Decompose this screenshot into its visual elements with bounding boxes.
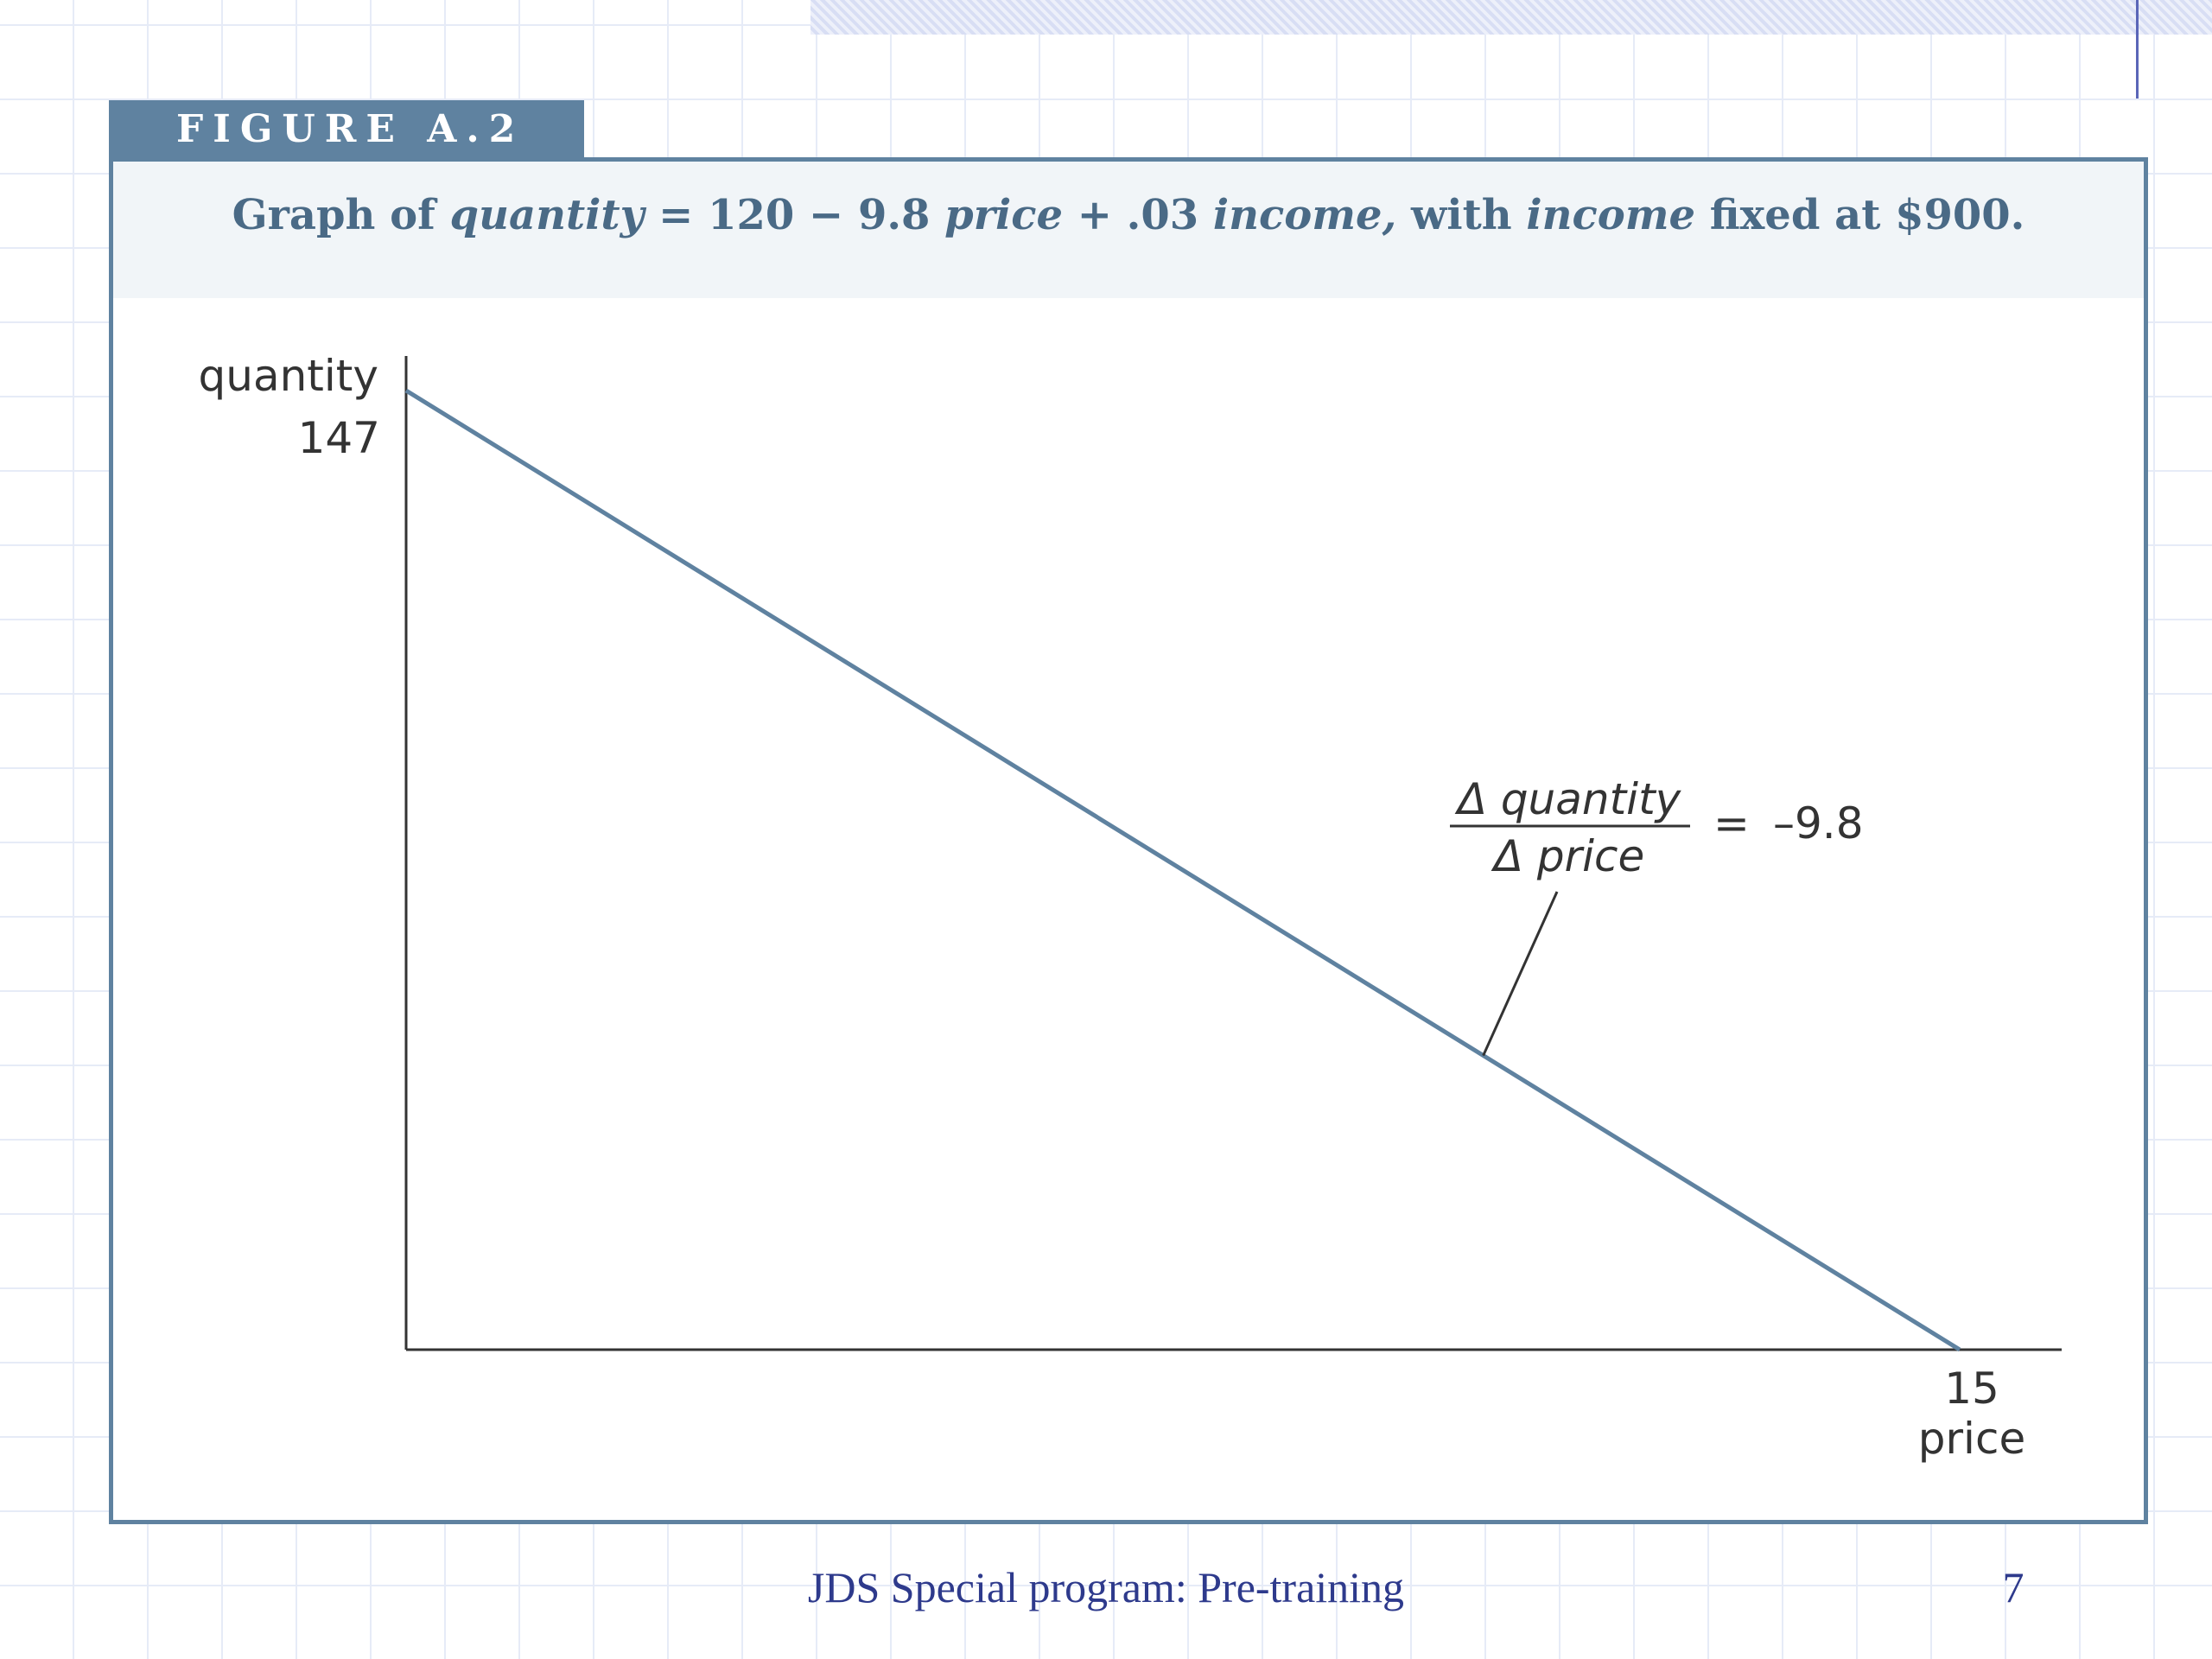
annotation-leader-line xyxy=(1482,891,1559,1057)
y-axis-label: quantity xyxy=(199,351,378,401)
caption-part: price xyxy=(944,191,1064,239)
annotation-value: –9.8 xyxy=(1773,798,1864,849)
footer-text: JDS Special program: Pre-training xyxy=(807,1563,1405,1611)
caption-part: income xyxy=(1526,191,1696,239)
caption-part: Graph of xyxy=(232,191,450,239)
figure-frame: Graph of quantity = 120 − 9.8 price + .0… xyxy=(109,157,2148,1524)
annotation-equals: = xyxy=(1713,798,1750,849)
caption-part: with xyxy=(1396,191,1527,239)
x-tick-label: 15 xyxy=(1944,1363,1999,1414)
caption-band: Graph of quantity = 120 − 9.8 price + .0… xyxy=(113,162,2144,298)
caption-part: fixed at $900. xyxy=(1695,191,2025,239)
caption-part: income, xyxy=(1212,191,1397,239)
figure-label: FIGURE A.2 xyxy=(109,100,584,159)
annotation-numerator: Δ quantity xyxy=(1454,774,1682,824)
caption-part: quantity xyxy=(449,191,645,239)
caption-part: + .03 xyxy=(1063,191,1213,239)
x-axis-label: price xyxy=(1918,1414,2025,1464)
decorative-top-band xyxy=(810,0,2212,35)
annotation-denominator: Δ price xyxy=(1491,831,1645,881)
decorative-top-rule xyxy=(2136,0,2139,99)
page-number: 7 xyxy=(2002,1563,2024,1611)
figure-caption: Graph of quantity = 120 − 9.8 price + .0… xyxy=(113,188,2144,243)
caption-part: = 120 − 9.8 xyxy=(644,191,945,239)
series-line xyxy=(404,388,1961,1352)
y-tick-label: 147 xyxy=(298,413,380,463)
